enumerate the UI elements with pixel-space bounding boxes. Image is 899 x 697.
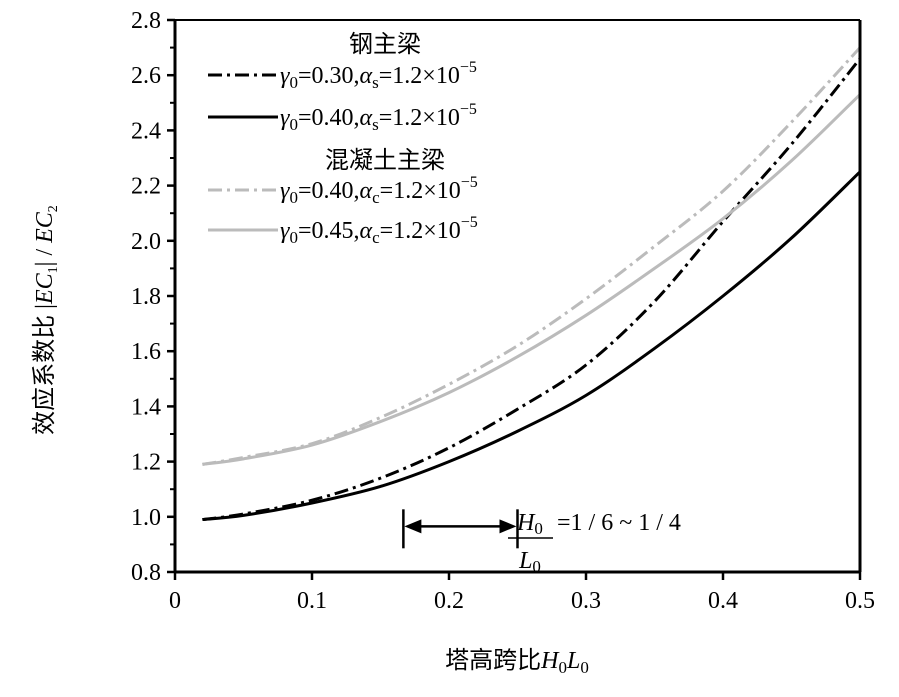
legend-label-1: γ0=0.40,αs=1.2×10−5 (280, 101, 477, 134)
y-tick-label: 2.4 (131, 118, 161, 144)
x-tick-label: 0.3 (571, 588, 601, 614)
y-tick-label: 2.0 (131, 229, 161, 255)
series-line-0 (202, 57, 862, 522)
y-tick-label: 1.8 (131, 284, 161, 310)
annotation-numerator: H0 (516, 510, 543, 538)
y-tick-label: 1.4 (131, 394, 161, 420)
y-tick-label: 1.0 (131, 505, 161, 531)
x-tick-label: 0.1 (297, 588, 327, 614)
x-tick-label: 0.4 (708, 588, 738, 614)
arrow-right-icon (499, 519, 517, 534)
legend-group-title: 钢主梁 (349, 31, 421, 58)
x-axis-label: 塔高跨比H0L0 (445, 647, 589, 677)
annotation-text: =1 / 6 ~ 1 / 4 (557, 510, 681, 536)
x-tick-label: 0 (169, 588, 181, 614)
annotation-denominator: L0 (518, 548, 541, 576)
arrow-left-icon (404, 519, 422, 534)
y-tick-label: 2.2 (131, 174, 161, 200)
y-tick-label: 2.6 (131, 63, 161, 89)
y-tick-label: 2.8 (131, 8, 161, 34)
x-tick-label: 0.2 (434, 588, 464, 614)
series-line-1 (202, 170, 862, 522)
y-tick-label: 1.6 (131, 339, 161, 365)
y-tick-label: 0.8 (131, 560, 161, 586)
legend-label-2: γ0=0.40,αc=1.2×10−5 (280, 174, 478, 207)
legend-label-3: γ0=0.45,αc=1.2×10−5 (280, 214, 478, 247)
legend-group-title: 混凝土主梁 (325, 147, 445, 174)
series-line-2 (202, 46, 862, 466)
legend-label-0: γ0=0.30,αs=1.2×10−5 (280, 59, 477, 92)
y-axis-label: 效应系数比 |EC1| / EC2 (31, 205, 61, 435)
series-line-3 (202, 93, 862, 466)
x-tick-label: 0.5 (845, 588, 875, 614)
y-tick-label: 1.2 (131, 450, 161, 476)
